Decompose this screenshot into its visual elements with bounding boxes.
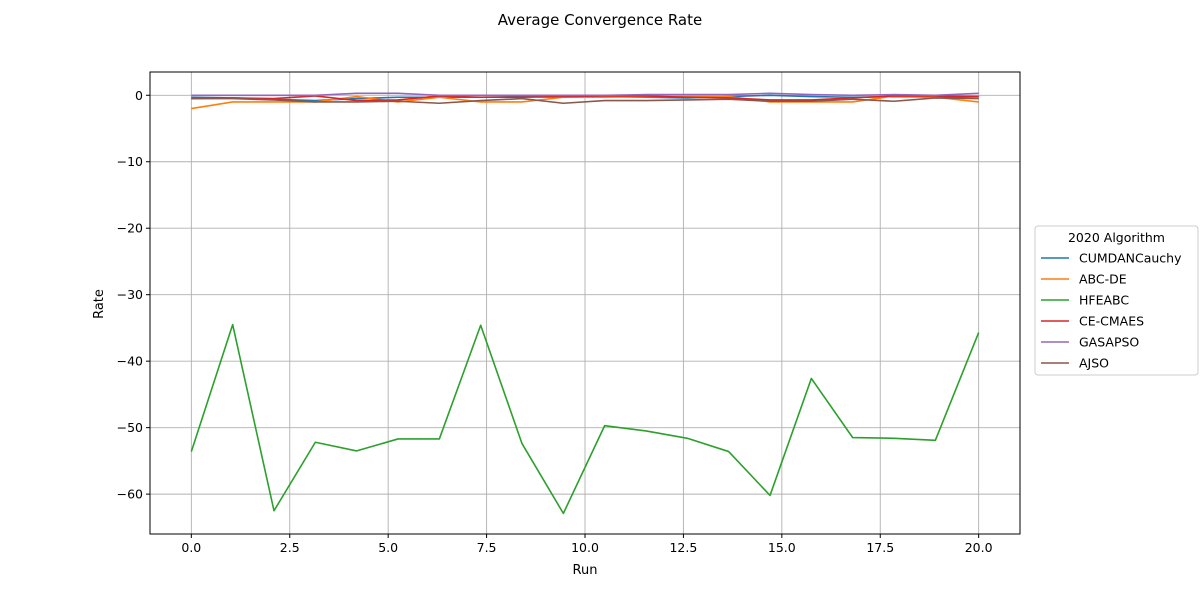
series-line-abc-de [191, 95, 979, 110]
x-tick-label: 10.0 [571, 540, 599, 555]
legend-label-hfeabc: HFEABC [1079, 293, 1129, 308]
x-tick-label: 17.5 [866, 540, 894, 555]
y-tick-label: −50 [117, 420, 143, 435]
y-tick-label: −30 [117, 287, 143, 302]
y-tick-label: −40 [117, 354, 143, 369]
series-line-hfeabc [190, 323, 980, 515]
series-lines [190, 92, 980, 515]
y-axis-ticks: 0 −10 −20 −30 −40 −50 −60 [117, 88, 150, 502]
y-tick-label: −20 [117, 221, 143, 236]
series-line-gasapso [191, 92, 979, 97]
series-line-ce-cmaes [191, 95, 979, 102]
legend-items: CUMDANCauchy ABC-DE HFEABC CE-CMAES GASAPSO A… [1041, 251, 1182, 371]
legend: 2020 Algorithm CUMDANCauchyABC-DEHFEABCC… [1034, 225, 1199, 376]
x-axis-label: Run [573, 563, 598, 578]
chart-title: Average Convergence Rate [498, 11, 702, 29]
x-axis-ticks: 0.0 2.5 5.0 7.5 10.0 12.5 15.0 17.5 20.0 [181, 534, 993, 555]
x-tick-label: 0.0 [181, 540, 201, 555]
y-axis-label: Rate [92, 289, 107, 319]
y-tick-label: 0 [135, 88, 143, 103]
x-tick-label: 20.0 [965, 540, 993, 555]
y-tick-label: −60 [117, 487, 143, 502]
legend-label-cumdancauchy: CUMDANCauchy [1079, 251, 1182, 266]
y-tick-label: −10 [117, 154, 143, 169]
x-tick-label: 5.0 [378, 540, 398, 555]
x-tick-label: 7.5 [477, 540, 497, 555]
legend-box [1034, 225, 1199, 376]
x-tick-label: 2.5 [280, 540, 300, 555]
legend-title: 2020 Algorithm [1068, 230, 1165, 245]
legend-label-ce-cmaes: CE-CMAES [1079, 314, 1144, 329]
legend-label-gasapso: GASAPSO [1079, 335, 1139, 350]
legend-label-abc-de: ABC-DE [1079, 272, 1127, 287]
x-tick-label: 12.5 [669, 540, 697, 555]
x-tick-label: 15.0 [768, 540, 796, 555]
series-line-ajso [191, 97, 979, 105]
legend-label-ajso: AJSO [1079, 356, 1109, 371]
